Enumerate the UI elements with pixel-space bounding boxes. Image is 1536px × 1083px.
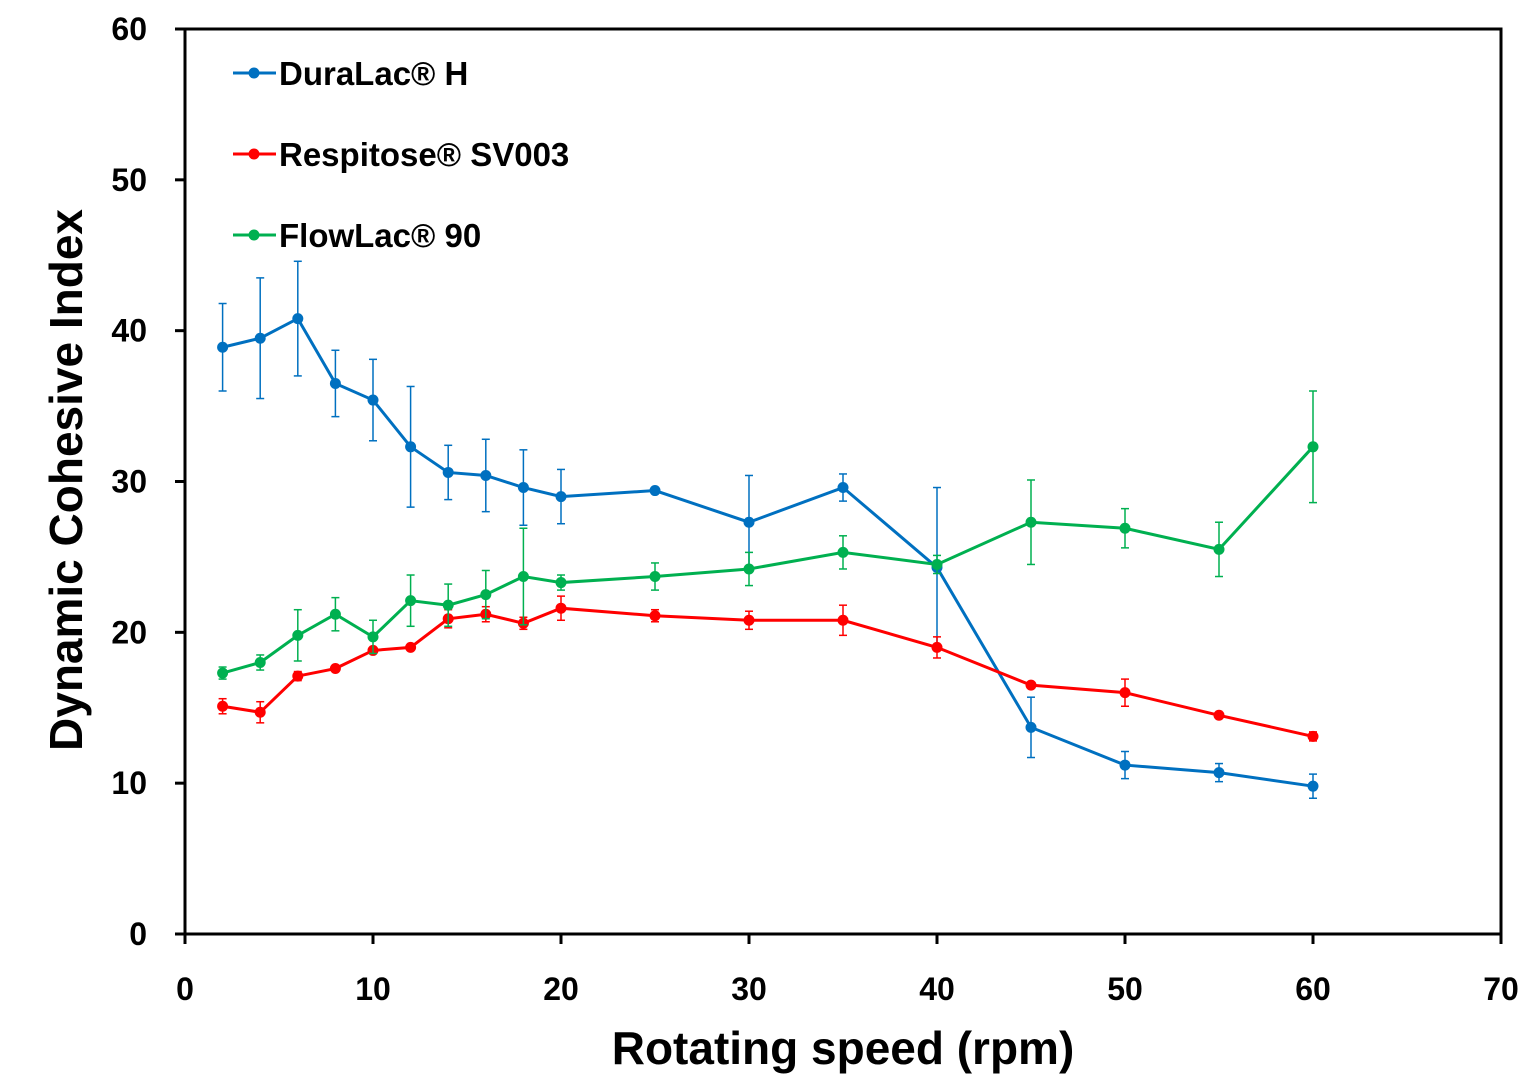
data-point [555,491,567,503]
data-point [254,657,266,668]
x-axis-ticks: 0 10 20 30 40 50 60 70 [176,934,1519,1007]
data-point [931,558,943,570]
data-point [254,706,266,718]
data-point [555,602,567,614]
series-line [222,445,1315,675]
data-point [517,571,529,583]
data-point [1213,767,1225,779]
data-point [1307,441,1319,453]
data-point [217,700,229,712]
data-point [837,546,849,558]
data-point [442,466,454,478]
data-point [1307,780,1319,792]
data-point [1025,679,1037,691]
data-point [292,629,304,641]
y-tick-label: 0 [129,916,147,952]
data-point [1307,730,1319,742]
y-tick-label: 30 [111,464,147,500]
data-point [480,589,492,601]
legend-label: DuraLac® H [279,55,468,92]
y-axis-label: Dynamic Cohesive Index [40,209,92,751]
data-point [1025,721,1037,733]
data-point [254,332,266,344]
data-point [649,571,661,583]
data-point [931,641,943,653]
data-point [405,641,417,653]
series-line [222,316,1314,788]
data-point [649,610,661,622]
x-tick-label: 40 [919,971,955,1007]
x-tick-label: 60 [1295,971,1331,1007]
data-point [1119,687,1131,699]
data-point [292,313,304,325]
y-tick-label: 40 [111,313,147,349]
data-point [517,482,529,494]
data-point [837,482,849,494]
y-tick-label: 10 [111,765,147,801]
x-tick-label: 30 [731,971,767,1007]
data-point [555,577,567,589]
legend-item: Respitose® SV003 [233,136,569,173]
data-point [1213,709,1225,721]
data-point [329,608,341,620]
legend-label: Respitose® SV003 [279,136,569,173]
legend-item: DuraLac® H [233,55,468,92]
x-tick-label: 50 [1107,971,1143,1007]
data-point [329,663,341,675]
data-point [1119,759,1131,771]
legend-marker [248,67,260,79]
x-tick-label: 70 [1483,971,1519,1007]
data-point [217,667,229,679]
data-point [442,599,454,611]
y-tick-label: 20 [111,614,147,650]
data-point [480,469,492,481]
data-point [743,516,755,528]
series-2 [217,390,1319,680]
x-tick-label: 10 [355,971,391,1007]
data-point [743,563,755,575]
legend-item: FlowLac® 90 [233,217,481,254]
x-tick-label: 0 [176,971,194,1007]
legend-label: FlowLac® 90 [279,217,481,254]
series-0 [217,260,1319,799]
data-point [405,595,417,607]
x-tick-label: 20 [543,971,579,1007]
legend: DuraLac® H Respitose® SV003 FlowLac® 90 [233,55,569,254]
data-point [292,670,304,682]
data-point [367,394,379,406]
y-tick-label: 50 [111,162,147,198]
y-tick-label: 60 [111,11,147,47]
data-point [1213,543,1225,555]
data-point [217,341,229,353]
series-line [222,606,1314,738]
data-point [329,377,341,389]
data-point [1119,522,1131,534]
x-axis-label: Rotating speed (rpm) [612,1022,1075,1074]
y-axis-ticks: 0 10 20 30 40 50 60 [111,11,185,952]
data-point [1025,516,1037,528]
data-point [837,614,849,626]
legend-marker [248,148,260,160]
data-point [743,614,755,626]
data-point [367,631,379,643]
legend-marker [248,229,260,241]
data-point [649,485,661,497]
data-point [405,441,417,453]
series-group [217,260,1319,799]
